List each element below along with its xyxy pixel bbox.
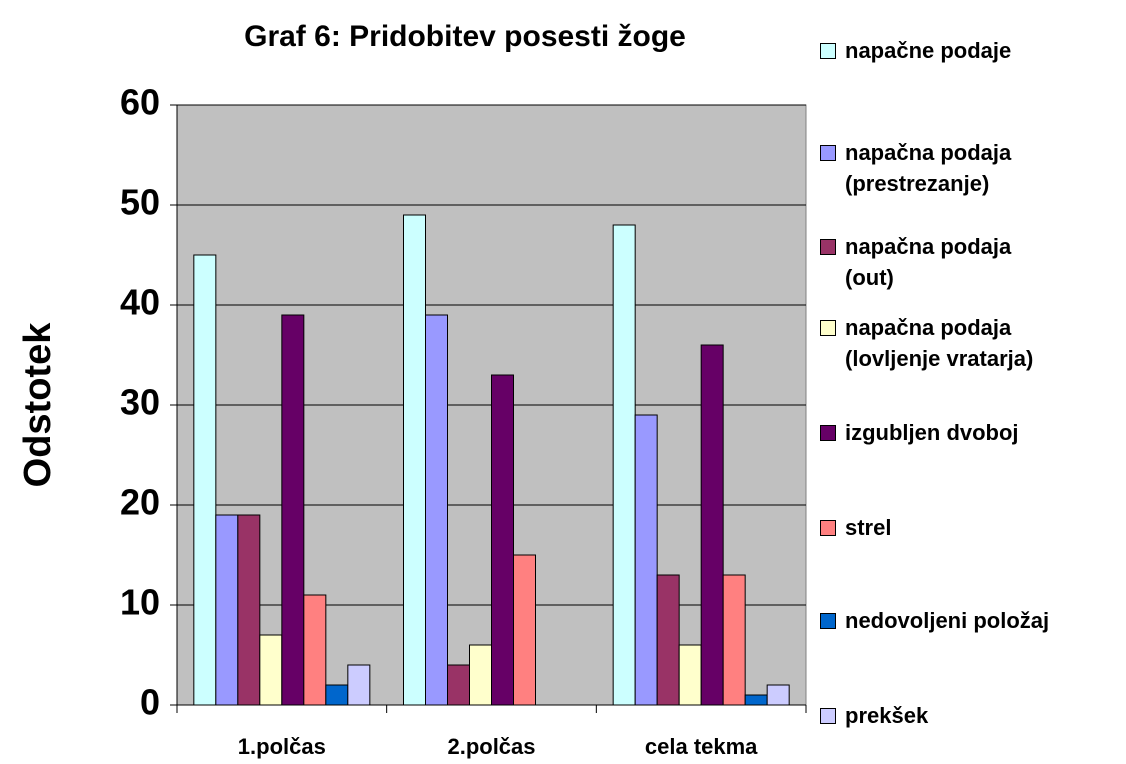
legend-label: napačna podaja (out) [845, 234, 1012, 290]
x-tick-label: 1.polčas [238, 734, 326, 759]
y-tick-label: 50 [120, 182, 160, 223]
bar [612, 224, 636, 706]
legend-item: izgubljen dvoboj [820, 417, 1019, 448]
bar [425, 314, 448, 706]
bar [303, 594, 327, 706]
bar [491, 374, 514, 706]
chart-title: Graf 6: Pridobitev posesti žoge [244, 20, 686, 53]
bar [325, 684, 349, 706]
legend-swatch [820, 145, 836, 161]
bar [403, 214, 426, 706]
legend-label: strel [845, 515, 892, 540]
legend-label: napačna podaja (lovljenje vratarja) [845, 315, 1034, 371]
x-tick-label: 2.polčas [447, 734, 535, 759]
bar [700, 344, 724, 706]
bar [744, 694, 768, 706]
y-tick-label: 40 [120, 282, 160, 323]
legend-swatch [820, 708, 836, 724]
bar [513, 554, 536, 706]
legend-swatch [820, 425, 836, 441]
bar [281, 314, 305, 706]
legend-item: strel [820, 512, 891, 543]
legend-swatch [820, 43, 836, 59]
bar [447, 664, 470, 706]
legend-swatch [820, 239, 836, 255]
legend-label: napačna podaja (prestrezanje) [845, 140, 1012, 196]
legend-swatch [820, 613, 836, 629]
legend-swatch [820, 320, 836, 336]
bar [656, 574, 680, 706]
legend-item: prekšek [820, 700, 928, 731]
bar [766, 684, 790, 706]
bar [469, 644, 492, 706]
y-tick-label: 20 [120, 482, 160, 523]
legend-item: napačne podaje [820, 35, 1011, 66]
y-tick-label: 0 [140, 682, 160, 723]
bar [237, 514, 261, 706]
legend-item: napačna podaja (lovljenje vratarja) [820, 312, 1033, 374]
legend-swatch [820, 520, 836, 536]
bar [678, 644, 702, 706]
bar [259, 634, 283, 706]
legend-item: nedovoljeni položaj [820, 605, 1049, 636]
y-tick-label: 10 [120, 582, 160, 623]
y-tick-label: 60 [120, 82, 160, 123]
bar [193, 254, 217, 706]
bar [634, 414, 658, 706]
x-tick-label: cela tekma [645, 734, 758, 759]
legend-item: napačna podaja (out) [820, 231, 1011, 293]
legend-item: napačna podaja (prestrezanje) [820, 137, 1011, 199]
legend-label: prekšek [845, 703, 929, 728]
bar [215, 514, 239, 706]
legend-label: nedovoljeni položaj [845, 608, 1050, 633]
y-axis-label: Odstotek [17, 322, 59, 488]
bar [722, 574, 746, 706]
bar [347, 664, 371, 706]
legend-label: napačne podaje [845, 38, 1012, 63]
legend-label: izgubljen dvoboj [845, 420, 1019, 445]
y-tick-label: 30 [120, 382, 160, 423]
